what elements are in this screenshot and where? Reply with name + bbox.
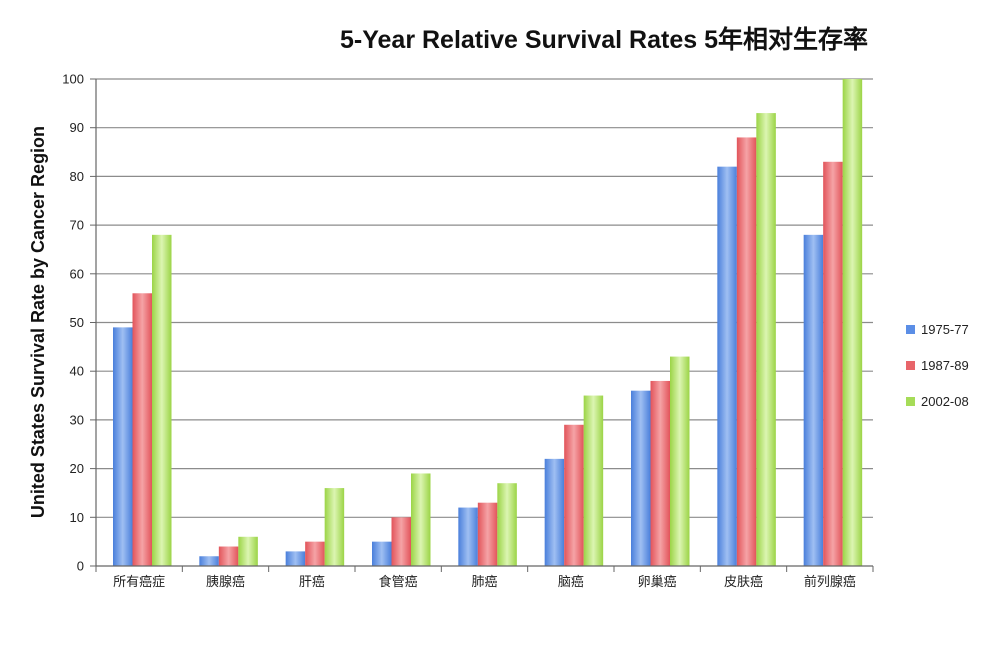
y-tick-label: 100: [62, 72, 84, 87]
bar-1987-89-肝癌: [305, 541, 325, 566]
x-category-label: 肺癌: [471, 574, 497, 590]
bar-1975-77-前列腺癌: [803, 234, 824, 566]
y-tick-label: 40: [70, 364, 84, 379]
bar-2002-08-皮肤癌: [756, 113, 776, 566]
bar-1975-77-肝癌: [285, 551, 306, 566]
y-tick-label: 80: [70, 169, 84, 184]
bar-2002-08-食管癌: [411, 473, 431, 566]
bar-1987-89-脑癌: [564, 424, 584, 566]
y-tick-label: 50: [70, 315, 84, 330]
bar-2002-08-肝癌: [324, 488, 345, 566]
bar-2002-08-脑癌: [583, 395, 604, 566]
legend-label: 1975-77: [921, 322, 969, 337]
x-category-label: 食管癌: [379, 574, 418, 590]
legend-label: 2002-08: [921, 394, 969, 409]
x-category-label: 肝癌: [299, 574, 325, 590]
bar-1975-77-皮肤癌: [717, 166, 737, 566]
bar-2002-08-胰腺癌: [238, 536, 258, 566]
x-category-label: 皮肤癌: [724, 574, 763, 590]
bar-1987-89-胰腺癌: [218, 546, 239, 566]
bar-1975-77-胰腺癌: [199, 556, 219, 566]
x-category-label: 所有癌症: [113, 574, 165, 590]
bar-1975-77-食管癌: [372, 541, 392, 566]
bar-1975-77-所有癌症: [113, 327, 133, 566]
y-axis-label: United States Survival Rate by Cancer Re…: [28, 126, 48, 518]
bar-1975-77-卵巢癌: [631, 390, 651, 566]
y-tick-label: 0: [77, 559, 84, 574]
x-category-label: 胰腺癌: [206, 574, 245, 590]
bar-1987-89-前列腺癌: [823, 161, 843, 567]
y-tick-label: 60: [70, 266, 84, 281]
bar-1987-89-卵巢癌: [650, 380, 670, 566]
bars: [113, 79, 863, 567]
y-tick-label: 70: [70, 218, 84, 233]
bar-1987-89-食管癌: [391, 517, 411, 566]
legend-label: 1987-89: [921, 358, 969, 373]
bar-2002-08-卵巢癌: [670, 356, 690, 566]
chart-title: 5-Year Relative Survival Rates 5年相对生存率: [340, 25, 868, 54]
bar-1975-77-脑癌: [544, 458, 565, 566]
bar-1987-89-所有癌症: [132, 293, 152, 566]
x-category-label: 卵巢癌: [638, 574, 677, 590]
y-tick-label: 10: [70, 510, 84, 525]
x-axis-ticks: 所有癌症 胰腺癌 肝癌 食管癌 肺癌 脑癌 卵巢癌 皮肤癌 前列腺癌: [95, 566, 874, 590]
y-tick-label: 20: [70, 461, 84, 476]
legend-swatch-1987-89: [906, 361, 915, 370]
x-category-label: 脑癌: [558, 574, 584, 590]
bar-2002-08-所有癌症: [152, 234, 172, 566]
legend: 1975-77 1987-89 2002-08: [906, 322, 969, 409]
legend-swatch-2002-08: [906, 397, 915, 406]
x-category-label: 前列腺癌: [804, 574, 856, 590]
y-axis-ticks: 0 10 20 30 40 50 60 70 80 90 100: [62, 72, 96, 574]
y-tick-label: 90: [70, 120, 84, 135]
gridlines: [96, 78, 873, 518]
bar-1987-89-肺癌: [477, 502, 498, 566]
bar-1987-89-皮肤癌: [736, 137, 757, 566]
legend-swatch-1975-77: [906, 325, 915, 334]
y-tick-label: 30: [70, 412, 84, 427]
bar-2002-08-肺癌: [497, 483, 517, 566]
axes: [95, 79, 873, 567]
bar-1975-77-肺癌: [458, 507, 478, 566]
bar-2002-08-前列腺癌: [842, 79, 863, 566]
